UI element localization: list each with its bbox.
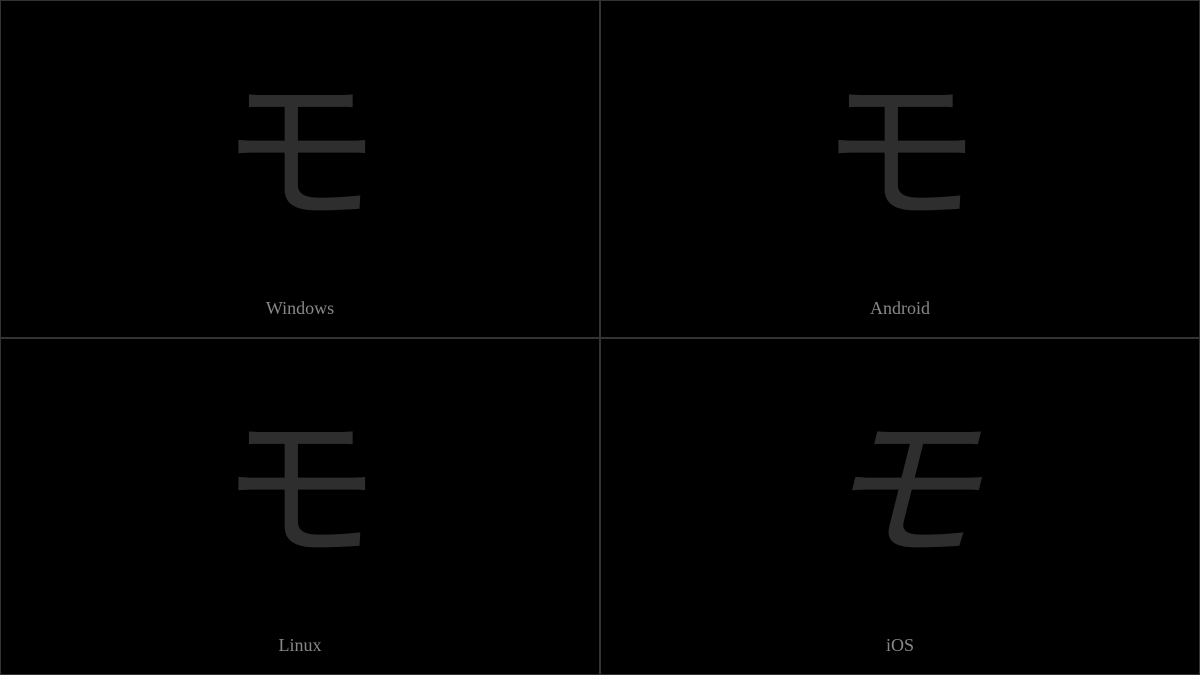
panel-linux: モ Linux bbox=[0, 338, 600, 675]
glyph-ios: モ bbox=[820, 411, 980, 571]
label-linux: Linux bbox=[1, 635, 599, 656]
label-windows: Windows bbox=[1, 298, 599, 319]
glyph-windows: モ bbox=[220, 74, 380, 234]
label-android: Android bbox=[601, 298, 1199, 319]
panel-ios: モ iOS bbox=[600, 338, 1200, 675]
glyph-android: モ bbox=[820, 74, 980, 234]
label-ios: iOS bbox=[601, 635, 1199, 656]
glyph-linux: モ bbox=[220, 411, 380, 571]
panel-android: モ Android bbox=[600, 0, 1200, 338]
panel-windows: モ Windows bbox=[0, 0, 600, 338]
